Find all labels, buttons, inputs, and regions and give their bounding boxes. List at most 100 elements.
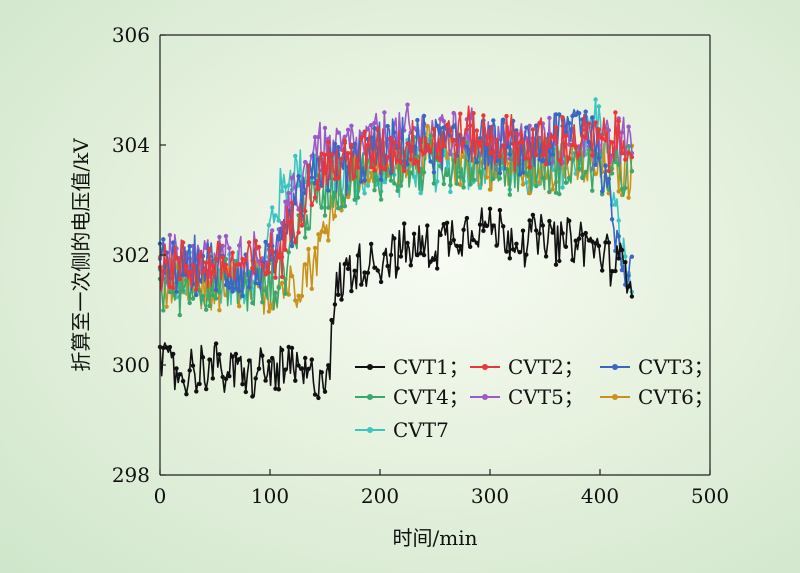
series-point xyxy=(194,389,199,394)
series-point xyxy=(596,155,602,160)
legend-label: CVT5； xyxy=(508,385,584,409)
series-point xyxy=(421,113,427,119)
series-point xyxy=(534,123,539,128)
series-point xyxy=(336,292,341,297)
series-point xyxy=(190,363,196,368)
series-point xyxy=(253,238,258,244)
y-tick-label: 304 xyxy=(112,133,150,157)
series-point xyxy=(167,344,173,350)
series-point xyxy=(164,304,169,309)
series-point xyxy=(378,279,384,285)
series-point xyxy=(243,257,248,263)
series-point xyxy=(266,270,272,275)
series-point xyxy=(256,281,262,286)
series-point xyxy=(217,308,222,313)
series-point xyxy=(246,240,252,245)
series-point xyxy=(547,115,552,121)
legend-item: CVT5； xyxy=(470,385,584,409)
series-point xyxy=(596,243,602,249)
series-point xyxy=(530,212,536,218)
series-point xyxy=(237,243,242,248)
series-point xyxy=(497,154,503,159)
series-point xyxy=(484,175,489,180)
series-point xyxy=(517,140,522,146)
series-point xyxy=(187,244,192,249)
series-point xyxy=(441,221,446,227)
series-point xyxy=(501,224,506,229)
series-point xyxy=(593,97,598,102)
series-point xyxy=(616,256,621,261)
series-point xyxy=(567,156,572,161)
series-point xyxy=(520,228,526,233)
series-point xyxy=(365,142,371,148)
series-point xyxy=(355,195,361,200)
series-point xyxy=(223,233,229,239)
legend-marker xyxy=(482,364,488,370)
series-point xyxy=(537,231,542,236)
series-point xyxy=(260,300,265,305)
series-point xyxy=(616,234,621,239)
series-point xyxy=(438,158,443,163)
series-point xyxy=(540,153,545,158)
series-point xyxy=(527,123,532,128)
series-point xyxy=(474,128,479,133)
legend-label: CVT6； xyxy=(638,385,714,409)
series-point xyxy=(309,180,314,185)
series-point xyxy=(382,110,387,115)
series-point xyxy=(306,366,311,372)
series-point xyxy=(253,376,258,381)
x-tick-label: 200 xyxy=(361,484,399,508)
series-point xyxy=(567,218,572,223)
series-point xyxy=(471,237,476,243)
series-point xyxy=(563,244,569,249)
series-point xyxy=(458,244,463,249)
series-point xyxy=(303,235,308,240)
series-point xyxy=(461,227,466,232)
series-point xyxy=(293,240,298,245)
series-point xyxy=(326,205,331,210)
series-point xyxy=(276,237,281,242)
series-point xyxy=(319,370,324,375)
series-point xyxy=(382,251,387,257)
series-point xyxy=(289,175,295,181)
series-point xyxy=(197,381,202,387)
series-point xyxy=(237,357,242,362)
series-point xyxy=(510,247,516,252)
series-point xyxy=(596,127,602,132)
series-point xyxy=(365,127,371,132)
series-point xyxy=(227,285,232,291)
y-tick-label: 302 xyxy=(112,243,150,267)
series-point xyxy=(395,188,400,193)
series-point xyxy=(289,345,295,351)
series-point xyxy=(477,169,483,175)
series-point xyxy=(164,258,169,264)
series-point xyxy=(619,130,625,135)
series-point xyxy=(322,152,328,158)
series-point xyxy=(286,220,291,225)
series-point xyxy=(435,123,440,128)
series-point xyxy=(524,125,529,130)
x-axis-title: 时间/min xyxy=(393,526,478,550)
series-point xyxy=(431,257,437,262)
series-point xyxy=(187,300,192,306)
series-point xyxy=(497,208,503,213)
x-tick-label: 0 xyxy=(154,484,167,508)
series-point xyxy=(322,213,328,218)
series-point xyxy=(606,168,611,174)
series-1 xyxy=(157,206,635,401)
series-point xyxy=(332,176,338,182)
series-point xyxy=(283,199,288,204)
series-point xyxy=(362,270,367,275)
series-point xyxy=(438,232,443,238)
y-tick-label: 300 xyxy=(112,353,150,377)
series-point xyxy=(573,144,578,149)
series-point xyxy=(263,239,268,245)
series-point xyxy=(233,262,239,268)
legend-marker xyxy=(482,394,488,400)
series-point xyxy=(484,223,489,229)
series-point xyxy=(296,230,301,235)
series-point xyxy=(378,177,384,182)
series-point xyxy=(626,195,631,200)
series-point xyxy=(316,134,321,140)
series-point xyxy=(276,387,281,392)
